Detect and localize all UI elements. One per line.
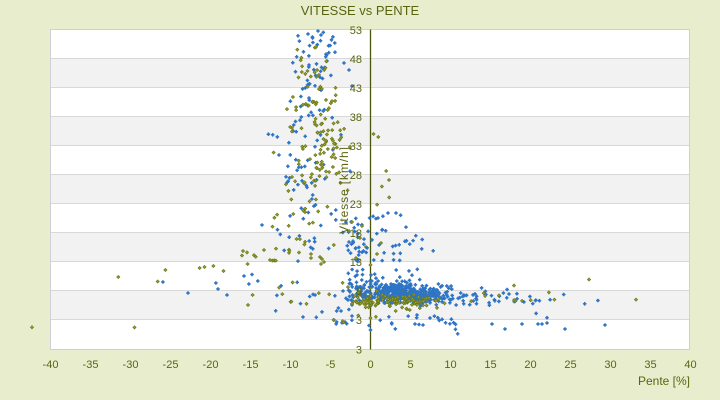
svg-text:15: 15 [484,359,496,371]
svg-text:23: 23 [350,199,362,211]
svg-text:-10: -10 [283,359,299,371]
svg-text:Vitesse [km/h]: Vitesse [km/h] [337,146,351,234]
svg-text:-25: -25 [163,359,179,371]
svg-text:-35: -35 [83,359,99,371]
svg-text:33: 33 [350,141,362,153]
svg-text:-20: -20 [203,359,219,371]
svg-text:3: 3 [356,315,362,327]
svg-text:40: 40 [684,359,696,371]
svg-text:Pente [%]: Pente [%] [638,374,690,388]
svg-text:53: 53 [350,25,362,37]
svg-text:-30: -30 [123,359,139,371]
svg-text:25: 25 [564,359,576,371]
svg-text:38: 38 [350,112,362,124]
svg-text:18: 18 [350,228,362,240]
svg-text:28: 28 [350,170,362,182]
svg-text:0: 0 [367,359,373,371]
svg-text:48: 48 [350,54,362,66]
svg-text:8: 8 [356,286,362,298]
svg-text:43: 43 [350,83,362,95]
svg-text:30: 30 [604,359,616,371]
svg-text:-15: -15 [243,359,259,371]
svg-text:VITESSE vs PENTE: VITESSE vs PENTE [301,3,420,18]
svg-text:35: 35 [644,359,656,371]
svg-text:20: 20 [524,359,536,371]
svg-text:-40: -40 [43,359,59,371]
svg-text:10: 10 [444,359,456,371]
svg-text:5: 5 [407,359,413,371]
svg-text:3: 3 [356,344,362,356]
svg-text:-5: -5 [326,359,336,371]
svg-text:13: 13 [350,257,362,269]
